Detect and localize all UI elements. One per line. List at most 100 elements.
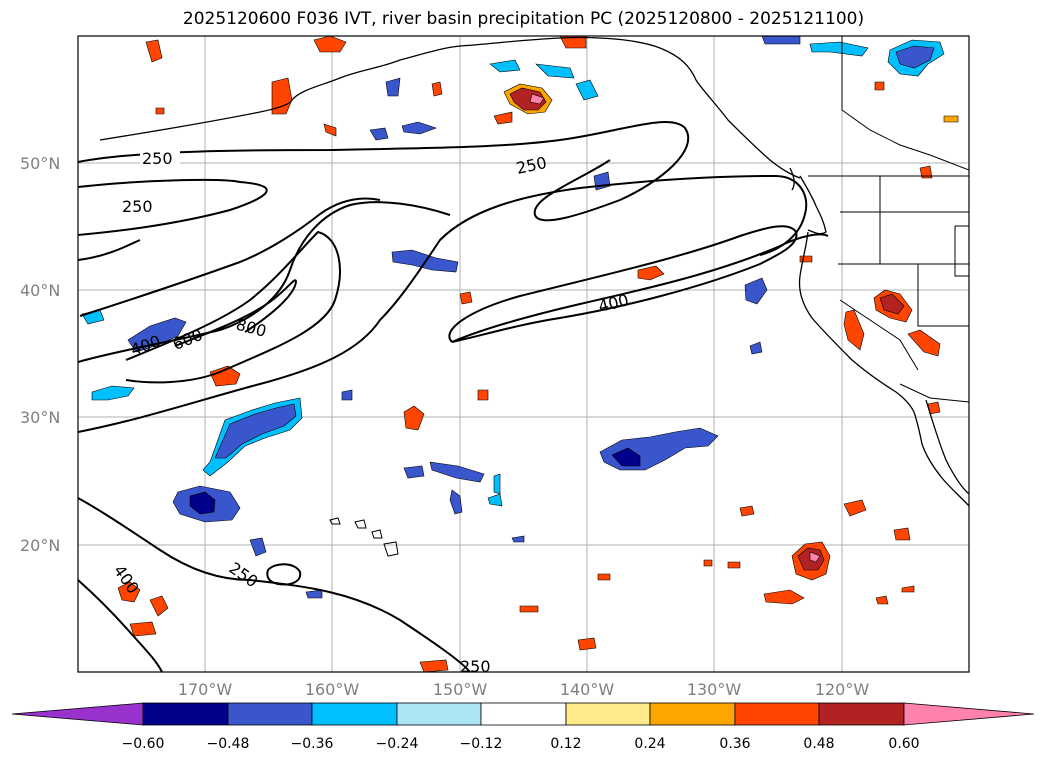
- pos-blob: [763, 589, 805, 605]
- pos-blob: [477, 389, 489, 401]
- pos-blob: [843, 499, 867, 517]
- neg-blob: [809, 41, 869, 57]
- pos-blob: [809, 551, 821, 563]
- colorbar-tick-label: 0.36: [719, 736, 750, 752]
- us-mexico-border: [899, 383, 969, 403]
- pos-blob: [703, 559, 713, 567]
- lon-label-140w: 140°W: [560, 680, 615, 699]
- pos-blob: [145, 39, 163, 63]
- state-border: [839, 299, 919, 371]
- political-borders: [808, 36, 969, 403]
- state-border: [954, 225, 969, 277]
- ivt-contours: [78, 121, 829, 672]
- lat-label-30n: 30°N: [20, 408, 60, 427]
- colorbar-under-triangle: [11, 702, 144, 726]
- neg-blob: [249, 537, 267, 557]
- colorbar-over-triangle: [903, 702, 1035, 726]
- ivt-contour-250: [266, 563, 302, 586]
- pos-blob: [739, 505, 755, 517]
- aleutians: [99, 99, 293, 141]
- neg-blob: [91, 385, 135, 401]
- pos-blob: [943, 115, 959, 123]
- pos-blob: [403, 405, 425, 431]
- lon-label-120w: 120°W: [815, 680, 870, 699]
- lat-label-50n: 50°N: [20, 154, 60, 173]
- contour-label: 250: [142, 149, 173, 168]
- pos-blob: [529, 93, 545, 105]
- baja: [913, 411, 969, 507]
- pos-blob: [149, 595, 169, 617]
- haida-gwaii: [789, 167, 795, 191]
- lat-label-40n: 40°N: [20, 281, 60, 300]
- lon-label-170w: 170°W: [178, 680, 233, 699]
- pos-blob: [875, 595, 889, 605]
- map-title: 2025120600 F036 IVT, river basin precipi…: [182, 9, 865, 29]
- ivt-contour-400: [78, 201, 451, 363]
- lon-label-150w: 150°W: [433, 680, 488, 699]
- pos-blob: [597, 573, 611, 581]
- colorbar-tick-label: −0.60: [122, 736, 165, 752]
- neg-blob: [611, 447, 641, 467]
- pos-blob: [577, 637, 597, 651]
- pos-blob: [323, 123, 337, 137]
- mexico-coast: [925, 399, 969, 495]
- alaska-canada-border: [841, 36, 969, 171]
- map-frame: [77, 35, 970, 673]
- neg-blob: [744, 277, 768, 305]
- colorbar-swatch: [480, 702, 567, 726]
- pos-blob: [637, 265, 665, 281]
- pos-blob: [313, 36, 347, 53]
- alaska-coast: [291, 36, 801, 179]
- colorbar-ticks: −0.60 −0.48 −0.36 −0.24 −0.12 0.12 0.24 …: [122, 736, 920, 752]
- ivt-contour-250: [78, 121, 690, 222]
- colorbar-swatch: [565, 702, 651, 726]
- pos-blob: [901, 585, 915, 593]
- neg-blob: [214, 403, 297, 459]
- neg-blob: [493, 473, 501, 495]
- neg-blob: [575, 79, 599, 101]
- colorbar: [11, 702, 1035, 726]
- lon-label-160w: 160°W: [305, 680, 360, 699]
- neg-blob: [403, 465, 425, 479]
- colorbar-tick-label: −0.36: [291, 736, 334, 752]
- ivt-contour-400: [78, 579, 163, 672]
- ivt-contour-250: [78, 174, 808, 433]
- pos-blob: [879, 293, 905, 315]
- hawaii-islands: [329, 517, 399, 557]
- pos-blob: [519, 605, 539, 613]
- colorbar-tick-label: 0.12: [550, 736, 581, 752]
- neg-blob: [429, 461, 485, 483]
- pos-blob: [459, 291, 473, 305]
- ivt-contour-250: [78, 178, 268, 236]
- lon-label-130w: 130°W: [687, 680, 742, 699]
- neg-blob: [341, 389, 353, 401]
- pos-blob: [919, 165, 933, 179]
- colorbar-swatch: [649, 702, 736, 726]
- ivt-contour-800: [174, 279, 298, 347]
- neg-blob: [895, 45, 935, 69]
- ivt-contour-400: [448, 225, 798, 343]
- ivt-contour-250: [78, 239, 141, 261]
- neg-blob: [489, 59, 521, 73]
- colorbar-tick-label: 0.60: [888, 736, 919, 752]
- colorbar-tick-label: 0.48: [803, 736, 834, 752]
- neg-blob: [305, 589, 323, 599]
- ivt-contour-400: [79, 197, 381, 317]
- island: [383, 541, 399, 557]
- colorbar-swatch: [142, 702, 229, 726]
- neg-blob: [487, 493, 503, 507]
- pos-blob: [509, 87, 547, 111]
- bc-coast: [799, 175, 827, 235]
- colorbar-swatch: [311, 702, 398, 726]
- colorbar-swatch: [227, 702, 313, 726]
- coastlines: [99, 36, 969, 507]
- colorbar-swatch: [396, 702, 482, 726]
- island: [354, 519, 367, 529]
- latitude-labels: 50°N 40°N 30°N 20°N: [20, 154, 60, 555]
- colorbar-tick-label: −0.24: [376, 736, 419, 752]
- neg-blob: [127, 317, 187, 353]
- pos-blob: [559, 36, 587, 49]
- neg-blob: [761, 36, 801, 45]
- pos-blob: [155, 107, 165, 115]
